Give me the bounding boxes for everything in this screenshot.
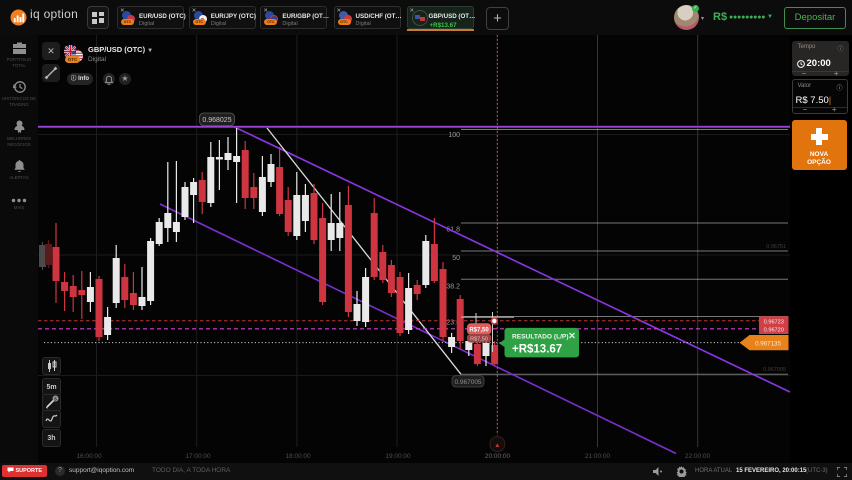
svg-text:R$7,50: R$7,50 [469,328,489,334]
svg-text:16:00:00: 16:00:00 [76,453,102,460]
svg-text:RESULTADO (L/P): RESULTADO (L/P) [512,334,569,341]
svg-text:0.96720: 0.96720 [764,328,784,334]
svg-text:38.2: 38.2 [446,284,460,291]
svg-text:5: 5 [54,396,57,401]
svg-text:19:00:00: 19:00:00 [385,453,411,460]
svg-text:23.6: 23.6 [446,320,460,327]
svg-text:100: 100 [448,132,460,139]
svg-text:18:00:00: 18:00:00 [285,453,311,460]
svg-text:0.968025: 0.968025 [202,117,231,124]
svg-text:50: 50 [452,255,460,262]
svg-text:▲: ▲ [494,442,500,449]
svg-text:0.96751: 0.96751 [766,244,786,250]
svg-text:0.967135: 0.967135 [755,341,781,348]
svg-text:0.96723: 0.96723 [764,320,784,326]
svg-text:22:00:00: 22:00:00 [685,453,711,460]
svg-text:+R$13.67: +R$13.67 [512,344,562,356]
svg-text:20:00:00: 20:00:00 [485,453,511,460]
svg-text:61.8: 61.8 [446,227,460,234]
svg-text:21:00:00: 21:00:00 [585,453,611,460]
svg-text:17:00:00: 17:00:00 [185,453,211,460]
svg-text:0.967005: 0.967005 [763,367,786,373]
svg-text:0.967005: 0.967005 [454,379,481,386]
svg-text:R$7,50: R$7,50 [470,337,488,343]
